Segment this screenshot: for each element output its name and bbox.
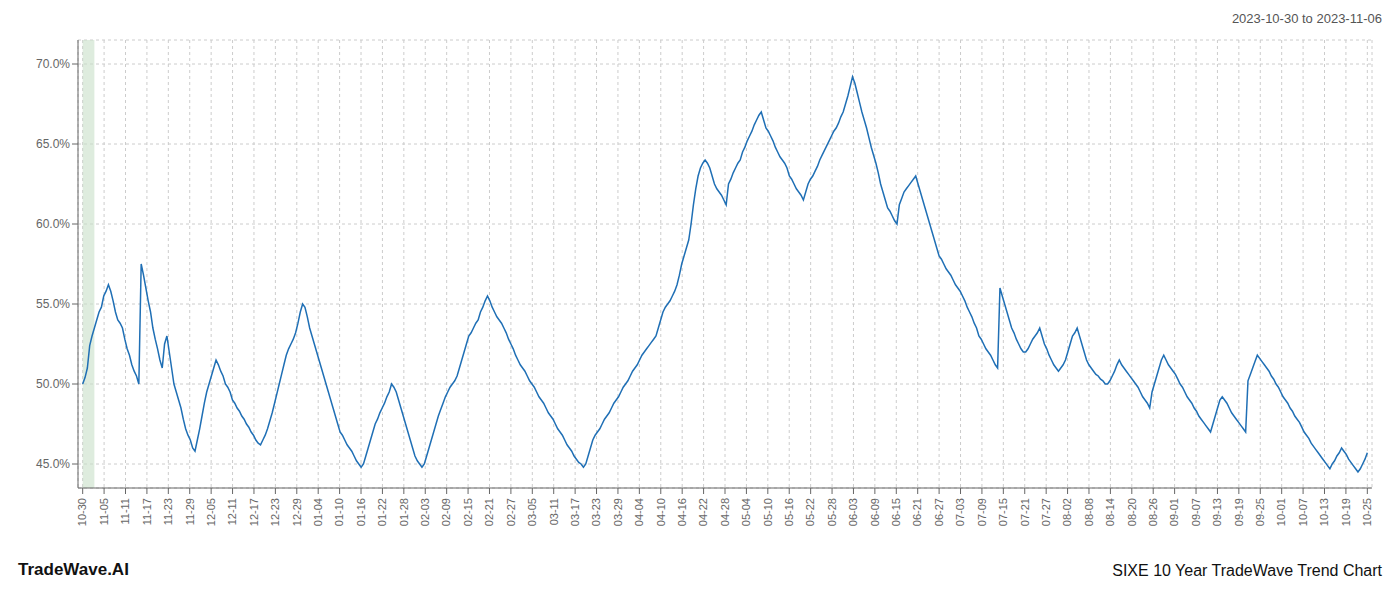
html-text:SIXE 10 Year TradeWave Trend C: SIXE 10 Year TradeWave Trend Chart xyxy=(1112,562,1382,579)
svg-text:10-01: 10-01 xyxy=(1275,498,1287,526)
svg-text:05-28: 05-28 xyxy=(826,498,838,526)
svg-text:45.0%: 45.0% xyxy=(36,457,70,471)
svg-text:06-09: 06-09 xyxy=(869,498,881,526)
svg-text:10-25: 10-25 xyxy=(1361,498,1373,526)
svg-text:06-15: 06-15 xyxy=(890,498,902,526)
svg-text:04-22: 04-22 xyxy=(697,498,709,526)
svg-text:02-21: 02-21 xyxy=(483,498,495,526)
svg-text:11-17: 11-17 xyxy=(141,498,153,525)
svg-text:03-23: 03-23 xyxy=(590,498,602,526)
svg-text:03-17: 03-17 xyxy=(569,498,581,526)
html-text:2023-10-30 to 2023-11-06: 2023-10-30 to 2023-11-06 xyxy=(1231,11,1382,26)
svg-text:12-05: 12-05 xyxy=(205,498,217,526)
svg-text:65.0%: 65.0% xyxy=(36,137,70,151)
svg-text:04-16: 04-16 xyxy=(676,498,688,526)
svg-text:03-05: 03-05 xyxy=(526,498,538,526)
svg-text:60.0%: 60.0% xyxy=(36,217,70,231)
svg-text:07-21: 07-21 xyxy=(1019,498,1031,526)
svg-text:12-29: 12-29 xyxy=(291,498,303,526)
svg-text:07-09: 07-09 xyxy=(976,498,988,526)
svg-text:02-15: 02-15 xyxy=(462,498,474,526)
svg-text:12-17: 12-17 xyxy=(248,498,260,526)
svg-text:02-09: 02-09 xyxy=(440,498,452,526)
svg-text:11-29: 11-29 xyxy=(184,498,196,525)
svg-text:06-21: 06-21 xyxy=(912,498,924,526)
svg-text:07-15: 07-15 xyxy=(997,498,1009,526)
svg-text:09-07: 09-07 xyxy=(1190,498,1202,526)
svg-text:10-19: 10-19 xyxy=(1340,498,1352,526)
svg-text:12-23: 12-23 xyxy=(269,498,281,526)
svg-text:04-04: 04-04 xyxy=(633,498,645,526)
svg-text:05-22: 05-22 xyxy=(804,498,816,526)
svg-text:09-19: 09-19 xyxy=(1233,498,1245,526)
svg-text:11-23: 11-23 xyxy=(162,498,174,525)
svg-text:10-07: 10-07 xyxy=(1297,498,1309,526)
svg-text:12-11: 12-11 xyxy=(226,498,238,525)
svg-text:02-03: 02-03 xyxy=(419,498,431,526)
svg-text:01-04: 01-04 xyxy=(312,498,324,526)
svg-text:07-03: 07-03 xyxy=(954,498,966,526)
svg-text:03-29: 03-29 xyxy=(612,498,624,526)
svg-text:09-01: 09-01 xyxy=(1168,498,1180,526)
svg-text:70.0%: 70.0% xyxy=(36,57,70,71)
svg-text:05-10: 05-10 xyxy=(762,498,774,526)
html-text:TradeWave.AI: TradeWave.AI xyxy=(18,560,129,579)
svg-text:04-10: 04-10 xyxy=(655,498,667,526)
svg-text:08-26: 08-26 xyxy=(1147,498,1159,526)
svg-text:06-27: 06-27 xyxy=(933,498,945,526)
svg-text:06-03: 06-03 xyxy=(847,498,859,526)
svg-text:11-11: 11-11 xyxy=(119,498,131,525)
svg-text:08-14: 08-14 xyxy=(1104,498,1116,526)
svg-text:01-16: 01-16 xyxy=(355,498,367,526)
svg-text:10-30: 10-30 xyxy=(76,498,88,526)
svg-text:08-02: 08-02 xyxy=(1061,498,1073,526)
svg-text:09-13: 09-13 xyxy=(1211,498,1223,526)
svg-text:02-27: 02-27 xyxy=(505,498,517,526)
svg-text:04-28: 04-28 xyxy=(719,498,731,526)
svg-text:01-10: 01-10 xyxy=(333,498,345,526)
svg-text:50.0%: 50.0% xyxy=(36,377,70,391)
svg-text:01-28: 01-28 xyxy=(398,498,410,526)
svg-text:11-05: 11-05 xyxy=(98,498,110,525)
svg-text:03-11: 03-11 xyxy=(548,498,560,525)
svg-text:05-04: 05-04 xyxy=(740,498,752,526)
svg-text:08-20: 08-20 xyxy=(1126,498,1138,526)
svg-text:01-22: 01-22 xyxy=(376,498,388,526)
svg-text:08-08: 08-08 xyxy=(1083,498,1095,526)
svg-text:05-16: 05-16 xyxy=(783,498,795,526)
svg-text:07-27: 07-27 xyxy=(1040,498,1052,526)
svg-text:55.0%: 55.0% xyxy=(36,297,70,311)
svg-text:10-13: 10-13 xyxy=(1318,498,1330,526)
svg-text:09-25: 09-25 xyxy=(1254,498,1266,526)
